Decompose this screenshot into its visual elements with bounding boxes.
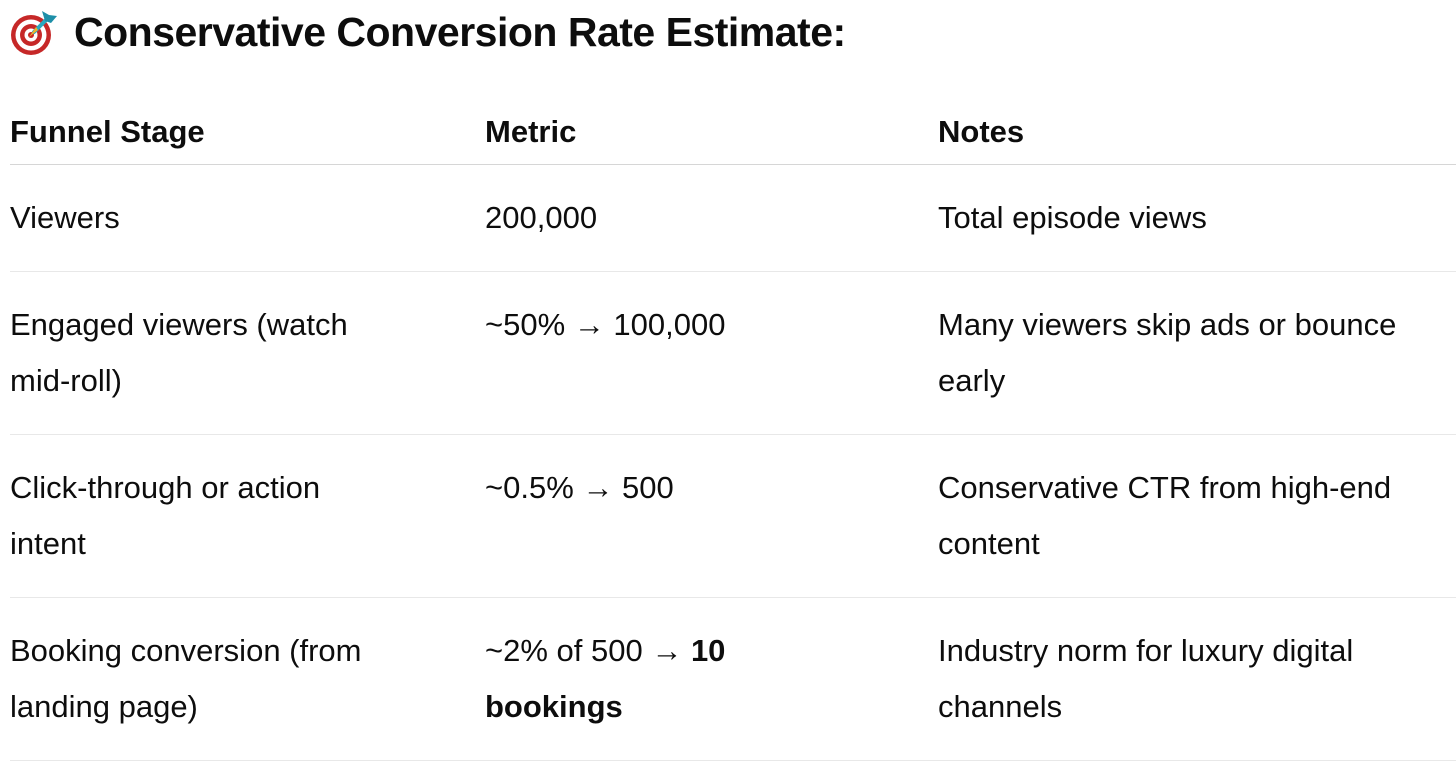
- cell-metric: ~0.5% → 500: [485, 434, 938, 598]
- cell-notes: Conservative CTR from high-end content: [938, 434, 1456, 598]
- metric-text: 200,000: [485, 200, 598, 235]
- cell-funnel-stage: Engaged viewers (watch mid-roll): [10, 271, 485, 435]
- cell-funnel-stage: Viewers: [10, 164, 485, 272]
- cell-metric: ~50% → 100,000: [485, 271, 938, 435]
- cell-metric: ~2% of 500 → 10 bookings: [485, 597, 938, 761]
- column-header-notes: Notes: [938, 100, 1456, 165]
- metric-text: ~0.5% → 500: [485, 470, 674, 505]
- conversion-funnel-table: Funnel Stage Metric Notes Viewers 200,00…: [10, 100, 1456, 761]
- column-header-funnel-stage: Funnel Stage: [10, 100, 485, 165]
- table-row: Engaged viewers (watch mid-roll) ~50% → …: [10, 271, 1456, 435]
- page-title: Conservative Conversion Rate Estimate:: [10, 8, 1456, 56]
- metric-bold-text: 10 bookings: [485, 633, 726, 724]
- table-header-row: Funnel Stage Metric Notes: [10, 100, 1456, 165]
- cell-funnel-stage: Booking conversion (from landing page): [10, 597, 485, 761]
- page-title-text: Conservative Conversion Rate Estimate:: [74, 9, 846, 55]
- table-row: Viewers 200,000 Total episode views: [10, 164, 1456, 272]
- cell-notes: Industry norm for luxury digital channel…: [938, 597, 1456, 761]
- table-row: Booking conversion (from landing page) ~…: [10, 597, 1456, 761]
- cell-metric: 200,000: [485, 164, 938, 272]
- metric-text: ~50% → 100,000: [485, 307, 726, 342]
- table-row: Click-through or action intent ~0.5% → 5…: [10, 434, 1456, 598]
- cell-funnel-stage: Click-through or action intent: [10, 434, 485, 598]
- cell-notes: Total episode views: [938, 164, 1456, 272]
- metric-text: ~2% of 500 →: [485, 633, 691, 668]
- column-header-metric: Metric: [485, 100, 938, 165]
- target-dart-icon: [10, 8, 58, 56]
- cell-notes: Many viewers skip ads or bounce early: [938, 271, 1456, 435]
